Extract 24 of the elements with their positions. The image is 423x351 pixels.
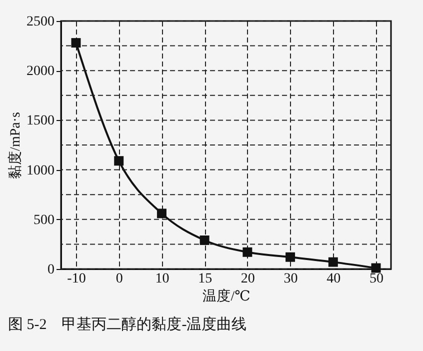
- y-tick-label: 1000: [26, 163, 54, 178]
- y-axis-title: 黏度/mPa·s: [8, 112, 24, 179]
- x-tick-label: 50: [370, 272, 384, 286]
- x-tick-label: 15: [198, 272, 212, 286]
- point: [242, 247, 252, 257]
- point: [114, 156, 124, 166]
- point: [371, 263, 381, 273]
- x-tick-label: 0: [116, 272, 123, 286]
- point: [71, 38, 81, 48]
- y-tick-label: 500: [34, 212, 54, 228]
- x-tick-label: 20: [240, 272, 255, 286]
- point: [156, 208, 166, 218]
- x-axis-title: 温度/℃: [202, 288, 250, 304]
- point: [200, 235, 210, 245]
- x-tick-label: -10: [67, 272, 86, 286]
- y-tick-label: 2000: [26, 64, 54, 80]
- x-tick-label: 10: [155, 272, 170, 286]
- point: [328, 257, 338, 267]
- x-tick-label: 40: [326, 272, 341, 286]
- y-tick-label: 1500: [26, 114, 54, 129]
- text: 图 5-2 甲基丙二醇的黏度-温度曲线: [8, 316, 247, 333]
- y-tick-label: 2500: [26, 14, 54, 30]
- x-tick-label: 30: [284, 272, 298, 286]
- point: [286, 252, 296, 262]
